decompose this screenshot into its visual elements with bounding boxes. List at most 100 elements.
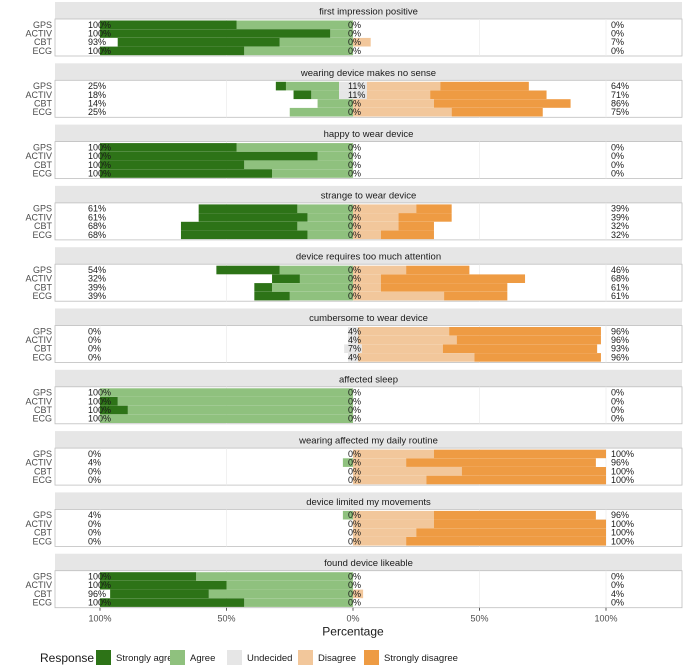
left-percent-label: 68% bbox=[88, 221, 106, 231]
right-percent-label: 96% bbox=[611, 335, 629, 345]
center-percent-label: 0% bbox=[348, 414, 361, 424]
bar-strongly-disagree bbox=[426, 475, 606, 485]
bar-disagree bbox=[353, 99, 434, 108]
group-label: CBT bbox=[34, 99, 53, 109]
right-percent-label: 0% bbox=[611, 46, 624, 56]
center-percent-label: 0% bbox=[348, 475, 361, 485]
panel-title-wearing-device-makes-no-sense: wearing device makes no sense bbox=[300, 68, 436, 79]
center-percent-label: 0% bbox=[348, 142, 361, 152]
bar-strongly-agree bbox=[254, 291, 290, 301]
center-percent-label: 0% bbox=[348, 528, 361, 538]
bar-disagree bbox=[353, 283, 381, 292]
right-percent-label: 71% bbox=[611, 90, 629, 100]
center-percent-label: 0% bbox=[348, 204, 361, 214]
legend-label-strongly-agree: Strongly agree bbox=[116, 653, 178, 664]
panel-title-happy-to-wear-device: happy to wear device bbox=[324, 129, 414, 140]
bar-disagree bbox=[353, 475, 427, 485]
bar-agree bbox=[311, 90, 340, 100]
center-percent-label: 0% bbox=[348, 510, 361, 520]
panel-title-found-device-likeable: found device likeable bbox=[324, 558, 413, 569]
group-label: GPS bbox=[33, 20, 52, 30]
center-percent-label: 11% bbox=[348, 90, 365, 100]
group-label: CBT bbox=[34, 37, 53, 47]
left-percent-label: 0% bbox=[88, 536, 101, 546]
group-label: CBT bbox=[34, 405, 53, 415]
group-label: CBT bbox=[34, 221, 53, 231]
panel-strip-first-impression-positive bbox=[55, 2, 682, 19]
bar-strongly-agree bbox=[100, 405, 128, 415]
center-percent-label: 4% bbox=[348, 335, 361, 345]
left-percent-label: 32% bbox=[88, 274, 106, 284]
group-label: ECG bbox=[32, 414, 52, 424]
center-percent-label: 4% bbox=[348, 326, 361, 336]
bar-disagree bbox=[353, 528, 417, 537]
left-percent-label: 0% bbox=[88, 449, 101, 459]
group-label: ACTIV bbox=[25, 90, 52, 100]
bar-strongly-agree bbox=[100, 46, 245, 56]
group-label: ACTIV bbox=[25, 396, 52, 406]
right-percent-label: 86% bbox=[611, 99, 629, 109]
bar-agree bbox=[297, 204, 353, 213]
right-percent-label: 0% bbox=[611, 405, 624, 415]
group-label: ECG bbox=[32, 291, 52, 301]
bar-agree bbox=[236, 143, 353, 152]
group-label: ACTIV bbox=[25, 458, 52, 468]
right-percent-label: 46% bbox=[611, 265, 629, 275]
bar-strongly-disagree bbox=[406, 537, 606, 546]
group-label: GPS bbox=[33, 81, 52, 91]
panel-title-device-requires-too-much-attention: device requires too much attention bbox=[296, 252, 441, 263]
center-percent-label: 0% bbox=[348, 99, 361, 109]
right-percent-label: 96% bbox=[611, 326, 629, 336]
center-percent-label: 11% bbox=[348, 81, 365, 91]
right-percent-label: 4% bbox=[611, 589, 624, 599]
left-percent-label: 25% bbox=[88, 81, 106, 91]
bar-disagree bbox=[353, 449, 434, 459]
left-percent-label: 0% bbox=[88, 326, 101, 336]
bar-strongly-disagree bbox=[380, 283, 508, 292]
bar-strongly-agree bbox=[100, 580, 227, 590]
left-percent-label: 0% bbox=[88, 352, 101, 362]
left-percent-label: 100% bbox=[88, 405, 111, 415]
bar-strongly-agree bbox=[100, 143, 237, 152]
bar-strongly-agree bbox=[100, 169, 273, 178]
group-label: ECG bbox=[32, 475, 52, 485]
center-percent-label: 4% bbox=[348, 352, 361, 362]
center-percent-label: 0% bbox=[348, 388, 361, 398]
bar-strongly-agree bbox=[198, 204, 298, 213]
bar-disagree bbox=[358, 335, 457, 345]
center-percent-label: 0% bbox=[348, 20, 361, 30]
bar-strongly-disagree bbox=[433, 519, 606, 529]
left-percent-label: 100% bbox=[88, 388, 111, 398]
group-label: ACTIV bbox=[25, 580, 52, 590]
group-label: ECG bbox=[32, 536, 52, 546]
group-label: CBT bbox=[34, 344, 53, 354]
center-percent-label: 7% bbox=[348, 344, 361, 354]
center-percent-label: 0% bbox=[348, 291, 361, 301]
right-percent-label: 96% bbox=[611, 458, 629, 468]
group-label: ACTIV bbox=[25, 29, 52, 39]
bar-strongly-disagree bbox=[416, 204, 452, 213]
center-percent-label: 0% bbox=[348, 274, 361, 284]
x-tick-label: 50% bbox=[470, 614, 488, 624]
group-label: ECG bbox=[32, 169, 52, 179]
right-percent-label: 0% bbox=[611, 388, 624, 398]
bar-strongly-agree bbox=[293, 90, 312, 100]
bar-disagree bbox=[353, 37, 371, 47]
group-label: ACTIV bbox=[25, 335, 52, 345]
bar-strongly-agree bbox=[100, 572, 197, 581]
bar-undecided bbox=[347, 327, 359, 336]
bar-agree bbox=[279, 37, 353, 47]
bar-disagree bbox=[353, 519, 434, 529]
left-percent-label: 100% bbox=[88, 20, 111, 30]
group-label: GPS bbox=[33, 265, 52, 275]
left-percent-label: 0% bbox=[88, 344, 101, 354]
bar-disagree bbox=[353, 107, 452, 117]
bar-agree bbox=[244, 46, 353, 56]
panel-strip-device-limited-my-movements bbox=[55, 492, 682, 510]
center-percent-label: 0% bbox=[348, 466, 361, 476]
left-percent-label: 100% bbox=[88, 29, 111, 39]
center-percent-label: 0% bbox=[348, 572, 361, 582]
group-label: ACTIV bbox=[25, 151, 52, 161]
bar-strongly-disagree bbox=[398, 213, 452, 222]
